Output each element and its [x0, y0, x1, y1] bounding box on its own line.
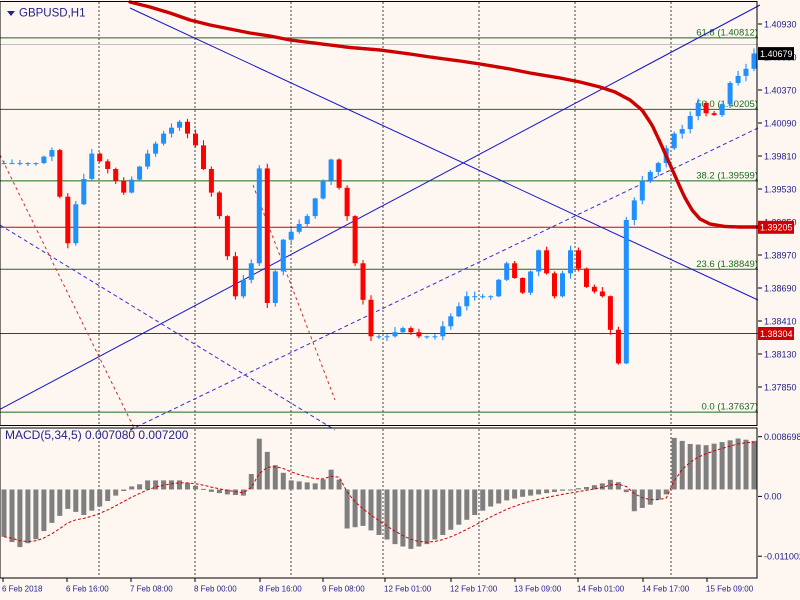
svg-text:61.8 (1.40812): 61.8 (1.40812)	[696, 27, 758, 38]
svg-text:1.38690: 1.38690	[764, 283, 797, 293]
svg-text:MACD(5,34,5) 0.007080 0.007200: MACD(5,34,5) 0.007080 0.007200	[5, 428, 189, 442]
svg-text:1.40930: 1.40930	[764, 19, 797, 29]
svg-text:6 Feb 16:00: 6 Feb 16:00	[66, 585, 109, 594]
svg-text:23.6 (1.38849): 23.6 (1.38849)	[696, 259, 758, 270]
svg-text:1.37850: 1.37850	[764, 382, 797, 392]
svg-text:GBPUSD,H1: GBPUSD,H1	[19, 8, 85, 20]
svg-text:38.2 (1.39599): 38.2 (1.39599)	[696, 170, 758, 181]
svg-text:12 Feb 01:00: 12 Feb 01:00	[384, 585, 432, 594]
svg-text:1.39205: 1.39205	[760, 223, 793, 233]
svg-text:1.39810: 1.39810	[764, 151, 797, 161]
svg-text:1.38130: 1.38130	[764, 349, 797, 359]
svg-text:1.40370: 1.40370	[764, 85, 797, 95]
svg-text:14 Feb 17:00: 14 Feb 17:00	[642, 585, 690, 594]
svg-text:8 Feb 00:00: 8 Feb 00:00	[194, 585, 237, 594]
svg-text:7 Feb 08:00: 7 Feb 08:00	[130, 585, 173, 594]
svg-text:1.40090: 1.40090	[764, 118, 797, 128]
svg-text:1.39530: 1.39530	[764, 184, 797, 194]
svg-text:0.0 (1.37637): 0.0 (1.37637)	[702, 402, 759, 413]
svg-text:1.40679: 1.40679	[760, 49, 793, 59]
svg-text:6 Feb 2018: 6 Feb 2018	[2, 585, 43, 594]
svg-text:13 Feb 09:00: 13 Feb 09:00	[514, 585, 562, 594]
svg-text:15 Feb 09:00: 15 Feb 09:00	[706, 585, 754, 594]
svg-text:0.00: 0.00	[764, 492, 782, 502]
svg-text:1.38970: 1.38970	[764, 250, 797, 260]
svg-text:1.38304: 1.38304	[760, 329, 793, 339]
svg-text:8 Feb 16:00: 8 Feb 16:00	[259, 585, 302, 594]
svg-text:-0.011002: -0.011002	[764, 552, 800, 562]
svg-text:14 Feb 01:00: 14 Feb 01:00	[577, 585, 625, 594]
svg-text:0.008698: 0.008698	[764, 432, 800, 442]
svg-text:1.38410: 1.38410	[764, 316, 797, 326]
svg-text:9 Feb 08:00: 9 Feb 08:00	[322, 585, 365, 594]
svg-text:12 Feb 17:00: 12 Feb 17:00	[450, 585, 498, 594]
